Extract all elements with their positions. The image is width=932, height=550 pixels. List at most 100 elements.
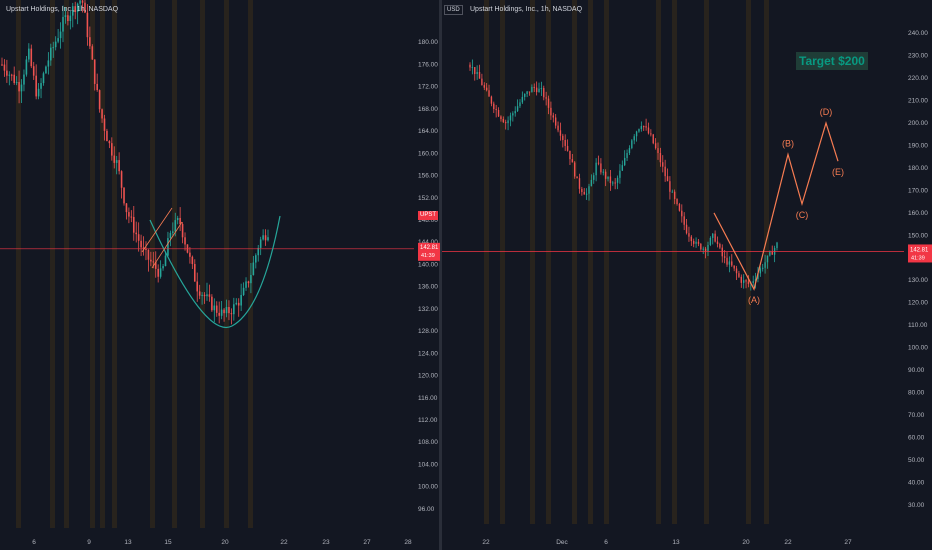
x-tick-label: 15 (164, 539, 172, 546)
panel-divider[interactable] (439, 0, 442, 550)
session-stripe (484, 0, 489, 524)
x-tick-label: 20 (221, 539, 229, 546)
candle-body (631, 140, 633, 149)
candle-body (578, 178, 581, 189)
candle-body (8, 74, 11, 76)
candle-body (712, 233, 714, 238)
candle-body (1, 64, 3, 66)
candle-body (747, 281, 750, 284)
candle-body (123, 187, 125, 204)
candle-body (628, 148, 631, 154)
candle-body (645, 126, 647, 128)
y-tick-label: 148.00 (418, 217, 438, 224)
currency-selector[interactable]: USD (444, 5, 463, 15)
elliott-wave-line (713, 120, 839, 291)
candle-body (262, 235, 264, 240)
rounding-bottom-curve (149, 215, 281, 328)
session-stripe (16, 0, 21, 528)
candle-body (616, 177, 619, 183)
y-tick-label: 144.00 (418, 239, 438, 246)
candle-body (514, 111, 516, 114)
wave-label: (C) (796, 210, 809, 220)
candle-body (245, 281, 247, 288)
target-label: Target $200 (796, 52, 868, 70)
candle-body (562, 135, 564, 140)
session-stripe (572, 0, 577, 524)
right-chart-panel[interactable]: 30.00 40.00 50.00 60.00 70.00 80.00 90.00 100.0… (442, 0, 932, 550)
candle-body (28, 48, 30, 60)
y-tick-label: 60.00 (908, 434, 925, 441)
candle-body (223, 309, 225, 314)
candle-body (103, 118, 106, 131)
y-tick-label: 30.00 (908, 502, 925, 509)
candle-body (113, 155, 116, 163)
candle-body (619, 170, 621, 178)
session-stripe (50, 0, 55, 528)
left-chart-canvas[interactable]: 96.00 100.00 104.00 108.00 112.00 116.00 120.0… (0, 0, 440, 550)
y-tick-label: 160.00 (908, 210, 928, 217)
y-tick-label: 50.00 (908, 457, 925, 464)
y-tick-label: 160.00 (418, 150, 438, 157)
candle-body (91, 46, 94, 60)
left-chart-panel[interactable]: 96.00 100.00 104.00 108.00 112.00 116.00 120.0… (0, 0, 440, 550)
candle-body (111, 143, 113, 156)
candle-body (626, 153, 628, 158)
y-tick-label: 200.00 (908, 120, 928, 127)
candle-body (201, 294, 203, 296)
candle-body (230, 313, 233, 315)
candle-body (574, 162, 576, 177)
candle-body (3, 64, 6, 71)
candle-body (621, 165, 624, 171)
candle-body (59, 31, 62, 39)
candle-body (208, 294, 211, 297)
candle-body (738, 273, 740, 277)
candle-body (115, 160, 118, 163)
candle-body (252, 262, 255, 275)
candle-body (10, 74, 13, 76)
candle-body (507, 120, 509, 124)
candle-body (633, 136, 635, 141)
y-tick-label: 180.00 (418, 39, 438, 46)
candle-body (671, 191, 673, 193)
candle-body (524, 94, 526, 97)
candle-body (516, 106, 519, 112)
candle-body (509, 115, 512, 121)
candle-body (50, 47, 52, 61)
y-tick-label: 150.00 (908, 232, 928, 239)
y-tick-label: 120.00 (908, 300, 928, 307)
candle-body (597, 162, 600, 164)
candle-body (604, 171, 607, 179)
ticker-badge: UPST (418, 211, 439, 220)
candle-body (120, 171, 123, 188)
candle-body (497, 110, 500, 117)
x-tick-label: 13 (124, 539, 132, 546)
session-stripe (224, 0, 229, 528)
candle-body (196, 281, 199, 292)
wave-label: (D) (820, 107, 833, 117)
candle-body (673, 191, 676, 199)
candle-body (225, 307, 228, 314)
price-badge-bg (418, 242, 440, 261)
candle-body (554, 117, 557, 126)
candle-body (681, 210, 683, 217)
candle-body (81, 0, 84, 3)
candle-body (220, 309, 223, 316)
right-chart-canvas[interactable]: 30.00 40.00 50.00 60.00 70.00 80.00 90.00 100.0… (442, 0, 932, 550)
candle-body (702, 248, 704, 250)
y-tick-label: 110.00 (908, 322, 928, 329)
candle-body (247, 281, 250, 284)
candle-body (769, 251, 771, 256)
candle-body (502, 119, 505, 123)
candle-body (700, 243, 702, 250)
y-tick-label: 170.00 (908, 187, 928, 194)
candle-body (504, 122, 507, 124)
session-stripe (530, 0, 535, 524)
y-tick-label: 128.00 (418, 328, 438, 335)
candle-body (62, 16, 64, 32)
candle-body (723, 256, 726, 258)
candle-body (557, 125, 559, 131)
session-stripe (100, 0, 105, 528)
candle-body (693, 241, 695, 244)
session-stripe (500, 0, 505, 524)
candle-body (145, 249, 147, 251)
